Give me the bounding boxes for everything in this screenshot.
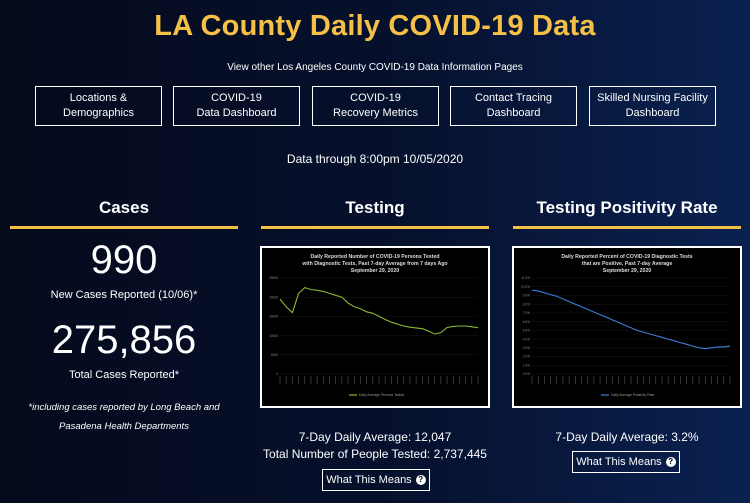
testing-chart-svg: Daily Reported Number of COVID-19 Person… (269, 254, 479, 397)
chart-title-line: with Diagnostic Tests, Past 7-day Averag… (301, 261, 447, 267)
cases-heading: Cases (98, 198, 150, 217)
y-tick-label: 1.0% (523, 363, 530, 367)
legend-label: Daily Average Persons Tested (359, 393, 404, 397)
series-line (279, 286, 479, 335)
series-line (531, 289, 731, 350)
y-tick-label: 0 (276, 372, 278, 376)
y-tick-label: 20000 (269, 295, 278, 299)
y-tick-label: 8.0% (523, 302, 530, 306)
nav-label-line1: COVID-19 (211, 92, 262, 104)
cases-footnote: *including cases reported by Long Beach … (10, 398, 238, 436)
positivity-average: 7-Day Daily Average: 3.2% (555, 430, 699, 444)
y-tick-label: 6.0% (523, 320, 530, 324)
chart-title-line: Daily Reported Number of COVID-19 Person… (310, 254, 439, 260)
nav-bar: Locations & Demographics COVID-19 Data Das… (0, 86, 750, 126)
nav-label-line1: Contact Tracing (474, 92, 553, 104)
nav-label-line1: COVID-19 (350, 92, 401, 104)
y-tick-label: 5000 (271, 353, 278, 357)
question-icon: ? (665, 457, 676, 467)
positivity-what-this-means-button[interactable]: What This Means? (572, 451, 680, 473)
nav-label-line2: Data Dashboard (196, 107, 277, 119)
cases-divider (10, 226, 238, 229)
y-tick-label: 0.0% (523, 372, 530, 376)
button-label: What This Means (576, 456, 662, 468)
positivity-chart-svg: Daily Reported Percent of COVID-19 Diagn… (521, 254, 731, 397)
testing-divider (261, 226, 489, 229)
y-tick-label: 4.0% (523, 337, 530, 341)
y-tick-label: 7.0% (523, 311, 530, 315)
y-tick-label: 10.0% (521, 285, 530, 289)
footnote-line: *including cases reported by Long Beach … (28, 402, 220, 413)
new-cases-value: 990 (90, 238, 158, 282)
positivity-chart[interactable]: Daily Reported Percent of COVID-19 Diagn… (512, 246, 742, 408)
nav-label-line2: Recovery Metrics (333, 107, 418, 119)
y-tick-label: 11.0% (521, 276, 530, 280)
nav-data-dashboard-button[interactable]: COVID-19 Data Dashboard (173, 86, 300, 126)
question-icon: ? (415, 475, 426, 485)
new-cases-label: New Cases Reported (10/06)* (50, 289, 198, 301)
nav-locations-demographics-button[interactable]: Locations & Demographics (35, 86, 162, 126)
page-subtitle: View other Los Angeles County COVID-19 D… (227, 62, 523, 73)
positivity-heading: Testing Positivity Rate (536, 198, 718, 217)
nav-label-line2: Dashboard (625, 107, 680, 119)
button-label: What This Means (326, 474, 412, 486)
testing-average: 7-Day Daily Average: 12,047 (298, 430, 452, 444)
total-cases-value: 275,856 (51, 318, 197, 362)
nav-label-line1: Skilled Nursing Facility (597, 92, 708, 104)
testing-what-this-means-button[interactable]: What This Means? (322, 469, 430, 491)
chart-title-line: Daily Reported Percent of COVID-19 Diagn… (561, 254, 692, 260)
y-tick-label: 15000 (269, 315, 278, 319)
page-title: LA County Daily COVID-19 Data (154, 10, 596, 42)
testing-heading: Testing (345, 198, 405, 217)
positivity-divider (513, 226, 741, 229)
nav-recovery-metrics-button[interactable]: COVID-19 Recovery Metrics (312, 86, 439, 126)
nav-label-line2: Dashboard (486, 107, 541, 119)
nav-label-line2: Demographics (63, 107, 134, 119)
y-tick-label: 10000 (269, 334, 278, 338)
y-tick-label: 25000 (269, 276, 278, 280)
nav-contact-tracing-button[interactable]: Contact Tracing Dashboard (450, 86, 577, 126)
chart-title-line: September 29, 2020 (351, 268, 400, 274)
testing-chart[interactable]: Daily Reported Number of COVID-19 Person… (260, 246, 490, 408)
footnote-line: Pasadena Health Departments (59, 421, 189, 432)
testing-total: Total Number of People Tested: 2,737,445 (263, 447, 487, 461)
nav-skilled-nursing-button[interactable]: Skilled Nursing Facility Dashboard (589, 86, 716, 126)
nav-label-line1: Locations & (69, 92, 128, 104)
total-cases-label: Total Cases Reported* (68, 369, 180, 381)
chart-title-line: that are Positive, Past 7-day Average (582, 261, 673, 267)
y-tick-label: 5.0% (523, 329, 530, 333)
y-tick-label: 2.0% (523, 355, 530, 359)
chart-title-line: September 29, 2020 (603, 268, 652, 274)
data-timestamp: Data through 8:00pm 10/05/2020 (286, 152, 464, 166)
y-tick-label: 9.0% (523, 294, 530, 298)
y-tick-label: 3.0% (523, 346, 530, 350)
legend-label: Daily Average Positivity Rate (611, 393, 654, 397)
